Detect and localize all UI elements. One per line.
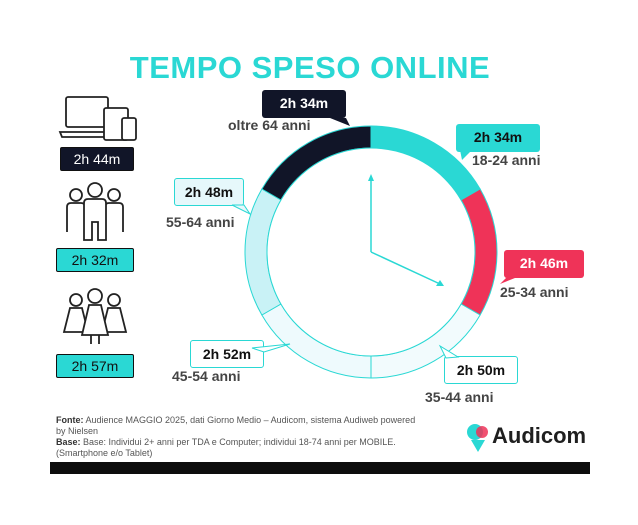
base-label: Base: [56, 437, 81, 447]
bottom-bar [50, 462, 590, 474]
summary-devices-value: 2h 44m [60, 147, 134, 171]
age-label-45-54: 45-54 anni [172, 368, 241, 384]
callout-value-25-34: 2h 46m [504, 250, 584, 278]
summary-women-value: 2h 57m [56, 354, 134, 378]
devices-icon [58, 96, 137, 141]
clock-hand-tip-minute [436, 280, 444, 286]
footer-base: Base: Base: Individui 2+ anni per TDA e … [56, 437, 416, 459]
footer-notes: Fonte: Audience MAGGIO 2025, dati Giorno… [56, 415, 416, 459]
age-label-35-44: 35-44 anni [425, 389, 494, 405]
footer-fonte: Fonte: Audience MAGGIO 2025, dati Giorno… [56, 415, 416, 437]
callout-value-45-54: 2h 52m [190, 340, 264, 368]
age-label-18-24: 18-24 anni [472, 152, 541, 168]
age-label-55-64: 55-64 anni [166, 214, 235, 230]
age-label-25-34: 25-34 anni [500, 284, 569, 300]
summary-men-value: 2h 32m [56, 248, 134, 272]
callout-value-over64: 2h 34m [262, 90, 346, 118]
clock-hand-minute [370, 251, 441, 285]
callout-value-55-64: 2h 48m [174, 178, 244, 206]
callout-value-18-24: 2h 34m [456, 124, 540, 152]
logo-text: Audicom [492, 423, 587, 448]
base-text: Base: Individui 2+ anni per TDA e Comput… [56, 437, 396, 458]
age-label-over64: oltre 64 anni [228, 117, 311, 133]
tail-25-34 [500, 276, 520, 284]
tail-35-44 [438, 344, 460, 359]
clock-hand-tip-hour [368, 174, 374, 181]
women-group-icon [62, 288, 128, 344]
men-group-icon [66, 182, 124, 241]
tail-over64 [330, 118, 350, 126]
fonte-label: Fonte: [56, 415, 84, 425]
tail-18-24 [460, 150, 472, 160]
tail-45-54 [251, 343, 291, 353]
fonte-text: Audience MAGGIO 2025, dati Giorno Medio … [56, 415, 416, 436]
callout-value-35-44: 2h 50m [444, 356, 518, 384]
tail-55-64 [231, 204, 252, 216]
page-title: TEMPO SPESO ONLINE [129, 50, 491, 85]
